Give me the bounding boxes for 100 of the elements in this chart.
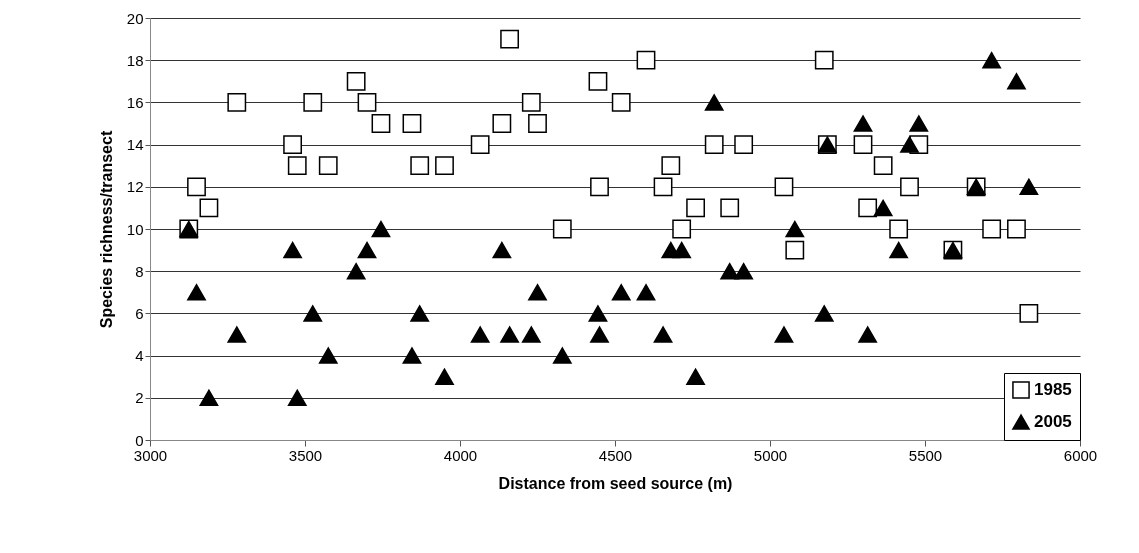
point: [900, 136, 919, 153]
point: [435, 156, 454, 176]
point: [318, 156, 338, 176]
point: [528, 284, 547, 301]
y-tick-label: 18: [126, 51, 144, 69]
point: [187, 284, 206, 301]
point: [590, 326, 609, 343]
point: [720, 198, 740, 218]
point: [521, 326, 541, 343]
legend-label: 1985: [1034, 380, 1072, 399]
point: [814, 305, 834, 322]
point: [588, 71, 608, 91]
point: [636, 50, 656, 70]
point: [346, 262, 366, 280]
x-tick-label: 5500: [908, 446, 943, 464]
point: [283, 135, 303, 155]
point: [704, 94, 724, 111]
point: [187, 177, 206, 197]
point: [785, 220, 805, 238]
point: [357, 241, 377, 259]
point: [909, 115, 929, 132]
point: [199, 389, 219, 407]
y-tick-label: 0: [135, 431, 144, 449]
x-tick-label: 3500: [288, 446, 323, 464]
y-tick-label: 6: [135, 304, 144, 322]
y-tick-label: 16: [126, 93, 144, 111]
point: [402, 347, 422, 364]
y-tick-label: 20: [126, 9, 144, 27]
point: [774, 177, 794, 197]
point: [982, 219, 1002, 239]
point: [1019, 303, 1039, 323]
point: [528, 114, 547, 133]
y-tick-label: 8: [135, 262, 144, 280]
point: [653, 177, 673, 197]
point: [704, 135, 724, 155]
y-axis-title: Species richness/transect: [97, 130, 115, 329]
point: [900, 177, 919, 197]
point: [672, 219, 692, 239]
point: [636, 284, 656, 301]
y-tick-label: 10: [126, 220, 144, 238]
legend-label: 2005: [1034, 412, 1072, 431]
y-tick-label: 4: [135, 347, 144, 365]
point: [661, 156, 681, 176]
point: [318, 347, 338, 364]
x-tick-label: 4500: [598, 446, 633, 464]
point: [410, 305, 430, 322]
point: [199, 198, 219, 218]
point: [227, 326, 247, 343]
point: [287, 389, 307, 407]
point: [774, 326, 794, 343]
x-tick-label: 5000: [753, 446, 788, 464]
point: [470, 135, 490, 155]
y-tick-label: 14: [126, 136, 144, 154]
point: [470, 326, 490, 343]
point: [283, 241, 303, 259]
point: [1019, 178, 1039, 196]
point: [590, 177, 609, 197]
point: [492, 114, 512, 133]
point: [371, 114, 391, 133]
x-axis-title: Distance from seed source (m): [498, 474, 733, 492]
point: [889, 219, 909, 239]
point: [552, 219, 572, 239]
point: [734, 262, 754, 280]
point: [873, 199, 893, 217]
point: [521, 92, 541, 112]
point: [435, 368, 454, 385]
point: [982, 51, 1002, 69]
point: [500, 29, 520, 49]
x-tick-label: 6000: [1063, 446, 1098, 464]
point: [500, 326, 520, 343]
point: [357, 92, 377, 112]
y-tick-label: 12: [126, 178, 144, 196]
point: [873, 156, 893, 176]
point: [402, 114, 422, 133]
point: [410, 156, 430, 176]
x-tick-label: 4000: [443, 446, 478, 464]
point: [858, 326, 878, 343]
point: [588, 305, 608, 322]
point: [371, 220, 391, 238]
point: [686, 198, 706, 218]
point: [611, 92, 631, 112]
x-tick-label: 3000: [133, 446, 168, 464]
point: [653, 326, 673, 343]
point: [552, 347, 572, 364]
point: [346, 71, 366, 91]
point: [814, 50, 834, 70]
point: [853, 115, 873, 132]
point: [287, 156, 307, 176]
point: [492, 241, 512, 259]
y-tick-label: 2: [135, 389, 144, 407]
point: [858, 198, 878, 218]
point: [785, 240, 805, 260]
point: [227, 92, 247, 112]
point: [303, 92, 323, 112]
point: [686, 368, 706, 385]
point: [303, 305, 323, 322]
point: [889, 241, 909, 259]
point: [672, 241, 692, 259]
point: [1007, 219, 1026, 239]
point: [611, 284, 631, 301]
